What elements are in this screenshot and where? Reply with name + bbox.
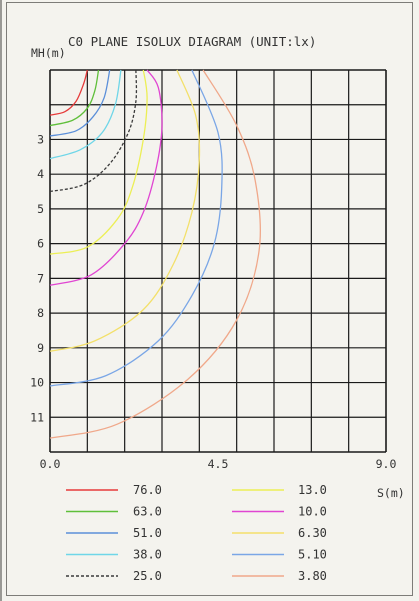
isolux-curve-76-0 <box>49 69 88 116</box>
chart-grid <box>49 69 387 453</box>
y-tick-label: 11 <box>30 410 44 424</box>
x-tick-label: 0.0 <box>40 457 61 471</box>
isolux-curve-25-0 <box>49 69 138 193</box>
isolux-curve-6-30 <box>49 69 201 352</box>
isolux-curves <box>49 69 261 439</box>
y-tick-label: 3 <box>37 132 44 146</box>
y-tick-label: 7 <box>37 271 44 285</box>
legend-label: 76.0 <box>133 483 162 497</box>
x-tick-label: 9.0 <box>376 457 397 471</box>
y-axis-label: MH(m) <box>31 46 66 60</box>
legend-label: 38.0 <box>133 548 162 562</box>
legend-label: 63.0 <box>133 505 162 519</box>
y-tick-label: 4 <box>37 167 44 181</box>
legend-label: 5.10 <box>298 548 327 562</box>
legend-label: 6.30 <box>298 526 327 540</box>
y-tick-label: 10 <box>30 376 44 390</box>
chart-legend: 76.0 63.0 51.0 38.0 25.0 13.0 10.0 6.30 5.10 3.80 <box>66 483 327 583</box>
x-tick-labels: 0.0 4.5 9.0 <box>40 457 397 471</box>
isolux-curve-5-10 <box>49 69 223 387</box>
x-tick-label: 4.5 <box>208 457 229 471</box>
isolux-curve-10-0 <box>49 69 163 286</box>
isolux-curve-63-0 <box>49 69 100 127</box>
legend-label: 10.0 <box>298 505 327 519</box>
chart-title: C0 PLANE ISOLUX DIAGRAM (UNIT:lx) <box>68 34 316 49</box>
y-tick-labels: 3 4 5 6 7 8 9 10 11 <box>30 132 44 424</box>
x-axis-label: S(m) <box>377 486 405 500</box>
y-tick-label: 5 <box>37 202 44 216</box>
y-tick-label: 9 <box>37 341 44 355</box>
y-tick-label: 8 <box>37 306 44 320</box>
scan-edge-line <box>0 0 2 601</box>
isolux-curve-13-0 <box>49 69 148 255</box>
y-tick-label: 6 <box>37 237 44 251</box>
chart-frame <box>6 2 413 596</box>
legend-label: 13.0 <box>298 483 327 497</box>
isolux-curve-38-0 <box>49 69 122 160</box>
isolux-curve-3-80 <box>49 69 261 439</box>
legend-label: 25.0 <box>133 569 162 583</box>
legend-label: 3.80 <box>298 569 327 583</box>
isolux-curve-51-0 <box>49 69 111 137</box>
legend-label: 51.0 <box>133 526 162 540</box>
